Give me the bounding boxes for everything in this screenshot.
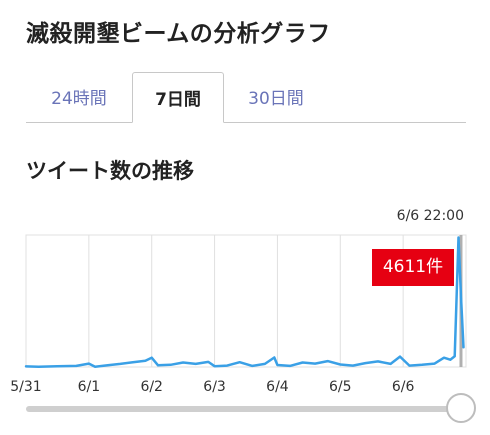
x-tick-label: 6/2 bbox=[140, 379, 163, 395]
tab-7-days[interactable]: 7日間 bbox=[132, 72, 224, 123]
page-title: 滅殺開墾ビームの分析グラフ bbox=[26, 21, 331, 47]
count-badge: 4611件 bbox=[372, 249, 454, 286]
tab-30-days[interactable]: 30日間 bbox=[248, 89, 304, 109]
plot-frame bbox=[25, 234, 467, 368]
series-line bbox=[24, 236, 465, 368]
chart-timestamp: 6/6 22:00 bbox=[396, 208, 464, 224]
time-slider-thumb[interactable] bbox=[446, 393, 476, 423]
x-tick-label: 6/4 bbox=[266, 379, 289, 395]
tweet-count-chart: 5/31 6/1 6/2 6/3 6/4 6/5 6/6 bbox=[0, 205, 490, 400]
time-slider-track[interactable] bbox=[26, 406, 462, 412]
tab-24-hours[interactable]: 24時間 bbox=[51, 89, 107, 109]
section-title: ツイート数の推移 bbox=[26, 159, 194, 183]
x-tick-label: 6/1 bbox=[78, 379, 101, 395]
x-tick-label: 5/31 bbox=[10, 379, 41, 395]
period-tabs: 24時間 7日間 30日間 bbox=[26, 72, 466, 123]
x-tick-label: 6/5 bbox=[329, 379, 352, 395]
tweet-count-chart-svg: 5/31 6/1 6/2 6/3 6/4 6/5 6/6 bbox=[10, 234, 467, 395]
x-tick-label: 6/3 bbox=[203, 379, 226, 395]
x-tick-label: 6/6 bbox=[392, 379, 415, 395]
